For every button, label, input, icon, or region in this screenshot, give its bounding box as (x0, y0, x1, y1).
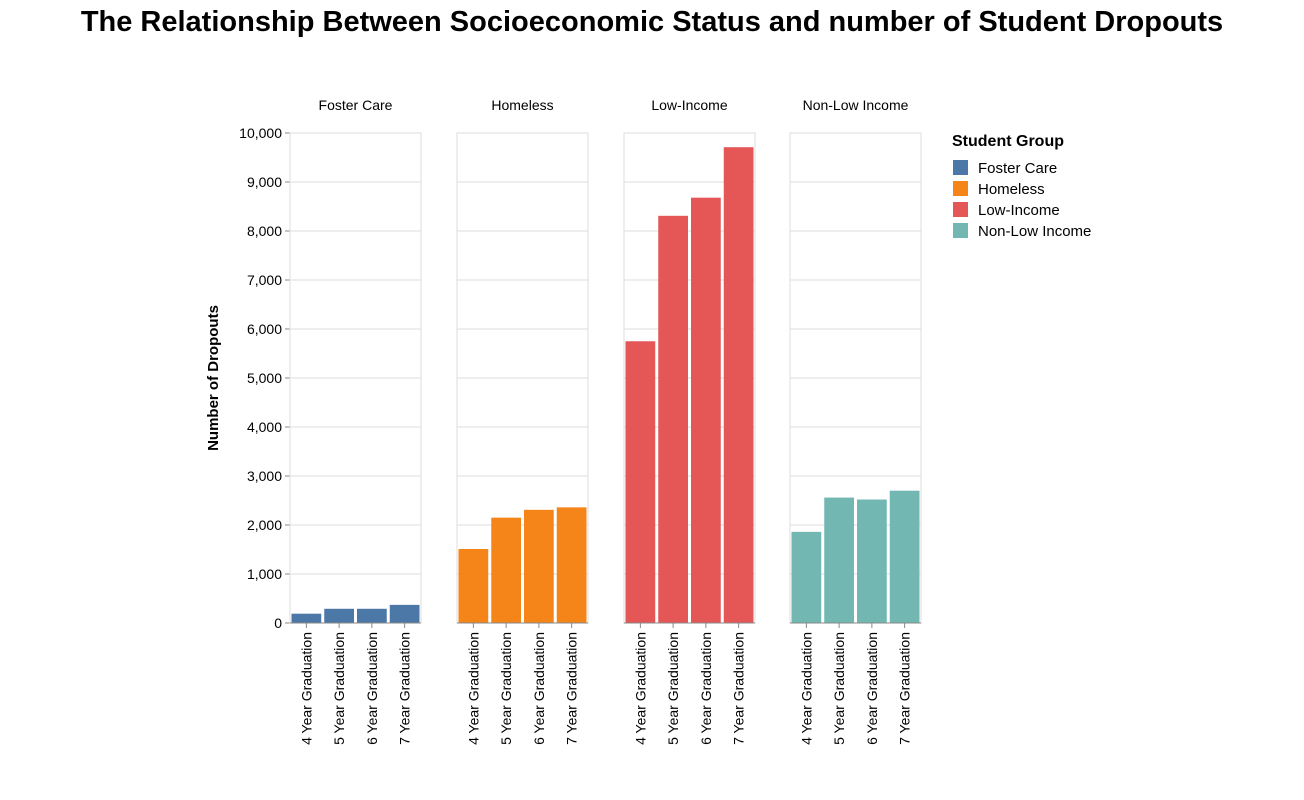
y-axis-title: Number of Dropouts (205, 305, 222, 451)
bar (625, 341, 656, 623)
x-tick-label: 5 Year Graduation (331, 632, 347, 745)
y-tick-label: 5,000 (247, 370, 282, 386)
facet-header: Homeless (491, 97, 553, 113)
facet-foster-care: Foster Care 4 Year Graduation 5 Year Gradu… (289, 97, 422, 745)
x-tick-label: 4 Year Graduation (632, 632, 648, 745)
facet-header: Foster Care (319, 97, 393, 113)
y-tick-label: 1,000 (247, 566, 282, 582)
bar (791, 531, 822, 623)
legend-swatch (953, 202, 968, 217)
x-tick-label: 7 Year Graduation (731, 632, 747, 745)
bar (491, 517, 521, 623)
bar (691, 197, 721, 623)
legend-label: Homeless (978, 181, 1045, 198)
y-tick-label: 0 (274, 615, 282, 631)
bar (824, 497, 854, 623)
x-tick-label: 5 Year Graduation (665, 632, 681, 745)
legend-swatch (953, 181, 968, 196)
legend-swatch (953, 160, 968, 175)
facet-header: Non-Low Income (803, 97, 909, 113)
facet-homeless: Homeless 4 Year Graduation 5 Year Graduati… (456, 97, 589, 745)
x-tick-label: 7 Year Graduation (564, 632, 580, 745)
x-tick-label: 6 Year Graduation (364, 632, 380, 745)
bar (658, 215, 688, 623)
bar (556, 507, 587, 623)
x-tick-label: 6 Year Graduation (864, 632, 880, 745)
legend-label: Non-Low Income (978, 223, 1091, 240)
x-tick-label: 7 Year Graduation (897, 632, 913, 745)
legend: Student Group Foster Care Homeless Low-Inco… (952, 133, 1091, 240)
bar (291, 613, 322, 623)
x-tick-label: 6 Year Graduation (698, 632, 714, 745)
y-tick-label: 8,000 (247, 223, 282, 239)
bar (857, 499, 887, 623)
y-tick-label: 6,000 (247, 321, 282, 337)
x-tick-label: 4 Year Graduation (298, 632, 314, 745)
x-tick-label: 6 Year Graduation (531, 632, 547, 745)
y-tick-label: 4,000 (247, 419, 282, 435)
x-tick-label: 4 Year Graduation (798, 632, 814, 745)
bar (723, 147, 754, 623)
legend-swatch (953, 223, 968, 238)
y-tick-label: 9,000 (247, 174, 282, 190)
facet-low-income: Low-Income 4 Year Graduation 5 Year Gradua… (623, 97, 756, 745)
x-tick-label: 5 Year Graduation (498, 632, 514, 745)
bar (524, 509, 554, 623)
y-tick-label: 3,000 (247, 468, 282, 484)
y-tick-label: 7,000 (247, 272, 282, 288)
facet-non-low-income: Non-Low Income 4 Year Graduation 5 Year Gr… (789, 97, 922, 745)
x-tick-label: 4 Year Graduation (465, 632, 481, 745)
bar (889, 490, 920, 623)
bar (357, 608, 387, 623)
bar (458, 549, 489, 623)
y-tick-label: 2,000 (247, 517, 282, 533)
chart-title: The Relationship Between Socioeconomic S… (80, 6, 1224, 38)
facet-header: Low-Income (651, 97, 727, 113)
bar (324, 608, 354, 623)
legend-title: Student Group (952, 133, 1064, 150)
bar (389, 604, 420, 623)
x-tick-label: 7 Year Graduation (397, 632, 413, 745)
legend-label: Low-Income (978, 202, 1060, 219)
legend-label: Foster Care (978, 160, 1057, 177)
y-tick-label: 10,000 (239, 125, 282, 141)
x-tick-label: 5 Year Graduation (831, 632, 847, 745)
